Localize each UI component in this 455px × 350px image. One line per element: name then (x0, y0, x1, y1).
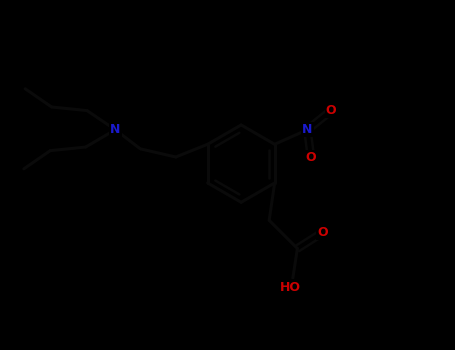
Text: N: N (302, 123, 313, 136)
Text: HO: HO (280, 281, 301, 294)
Text: O: O (317, 226, 328, 239)
Text: N: N (110, 123, 121, 136)
Text: O: O (326, 104, 336, 117)
Text: O: O (306, 152, 316, 164)
